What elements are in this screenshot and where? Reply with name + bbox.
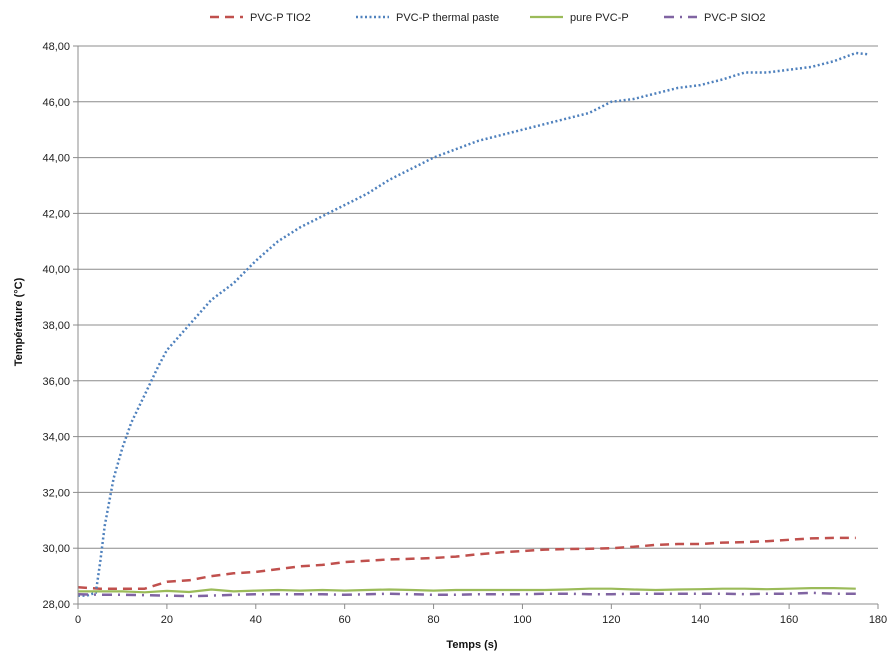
- x-tick-label: 40: [250, 614, 262, 626]
- x-axis-title: Temps (s): [446, 639, 497, 651]
- y-tick-label: 32,00: [42, 487, 70, 499]
- x-tick-label: 20: [161, 614, 173, 626]
- y-axis-title: Température (°C): [13, 277, 25, 366]
- x-tick-label: 180: [869, 614, 887, 626]
- legend-label: PVC-P thermal paste: [396, 12, 499, 24]
- legend: PVC-P TIO2 PVC-P thermal paste pure PVC-P P…: [210, 12, 766, 24]
- axes: [77, 46, 878, 605]
- y-tick-label: 46,00: [42, 97, 70, 109]
- y-tick-label: 40,00: [42, 264, 70, 276]
- series-lines: [77, 51, 870, 598]
- y-tick-label: 34,00: [42, 432, 70, 444]
- x-tick-label: 80: [427, 614, 439, 626]
- x-tick-label: 140: [691, 614, 709, 626]
- x-tick-label: 0: [75, 614, 81, 626]
- x-tick-label: 160: [780, 614, 798, 626]
- y-tick-label: 36,00: [42, 376, 70, 388]
- x-tick-label: 60: [339, 614, 351, 626]
- y-tick-label: 30,00: [42, 543, 70, 555]
- x-tick-label: 120: [602, 614, 620, 626]
- legend-label: PVC-P SIO2: [704, 12, 766, 24]
- x-tick-labels: 0 20 40 60 80 100 120 140 160 180: [75, 614, 887, 626]
- y-tick-label: 44,00: [42, 153, 70, 165]
- y-tick-labels: 28,00 30,00 32,00 34,00 36,00 38,00 40,00 42,00…: [42, 41, 70, 611]
- y-tick-label: 48,00: [42, 41, 70, 53]
- y-tick-label: 28,00: [42, 599, 70, 611]
- y-tick-label: 38,00: [42, 320, 70, 332]
- series-line-1: [78, 51, 870, 597]
- series-line-2: [78, 586, 856, 594]
- x-tick-label: 100: [513, 614, 531, 626]
- legend-label: PVC-P TIO2: [250, 12, 311, 24]
- legend-label: pure PVC-P: [570, 12, 629, 24]
- series-line-3: [77, 591, 856, 598]
- series-line-0: [77, 536, 856, 590]
- gridlines: [73, 45, 879, 609]
- y-tick-label: 42,00: [42, 208, 70, 220]
